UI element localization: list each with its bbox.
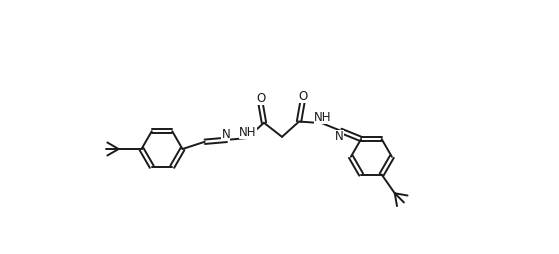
Text: O: O xyxy=(299,90,308,103)
Text: N: N xyxy=(335,130,344,143)
Text: NH: NH xyxy=(314,111,331,124)
Text: NH: NH xyxy=(239,126,257,139)
Text: N: N xyxy=(221,128,230,141)
Text: O: O xyxy=(256,91,265,105)
